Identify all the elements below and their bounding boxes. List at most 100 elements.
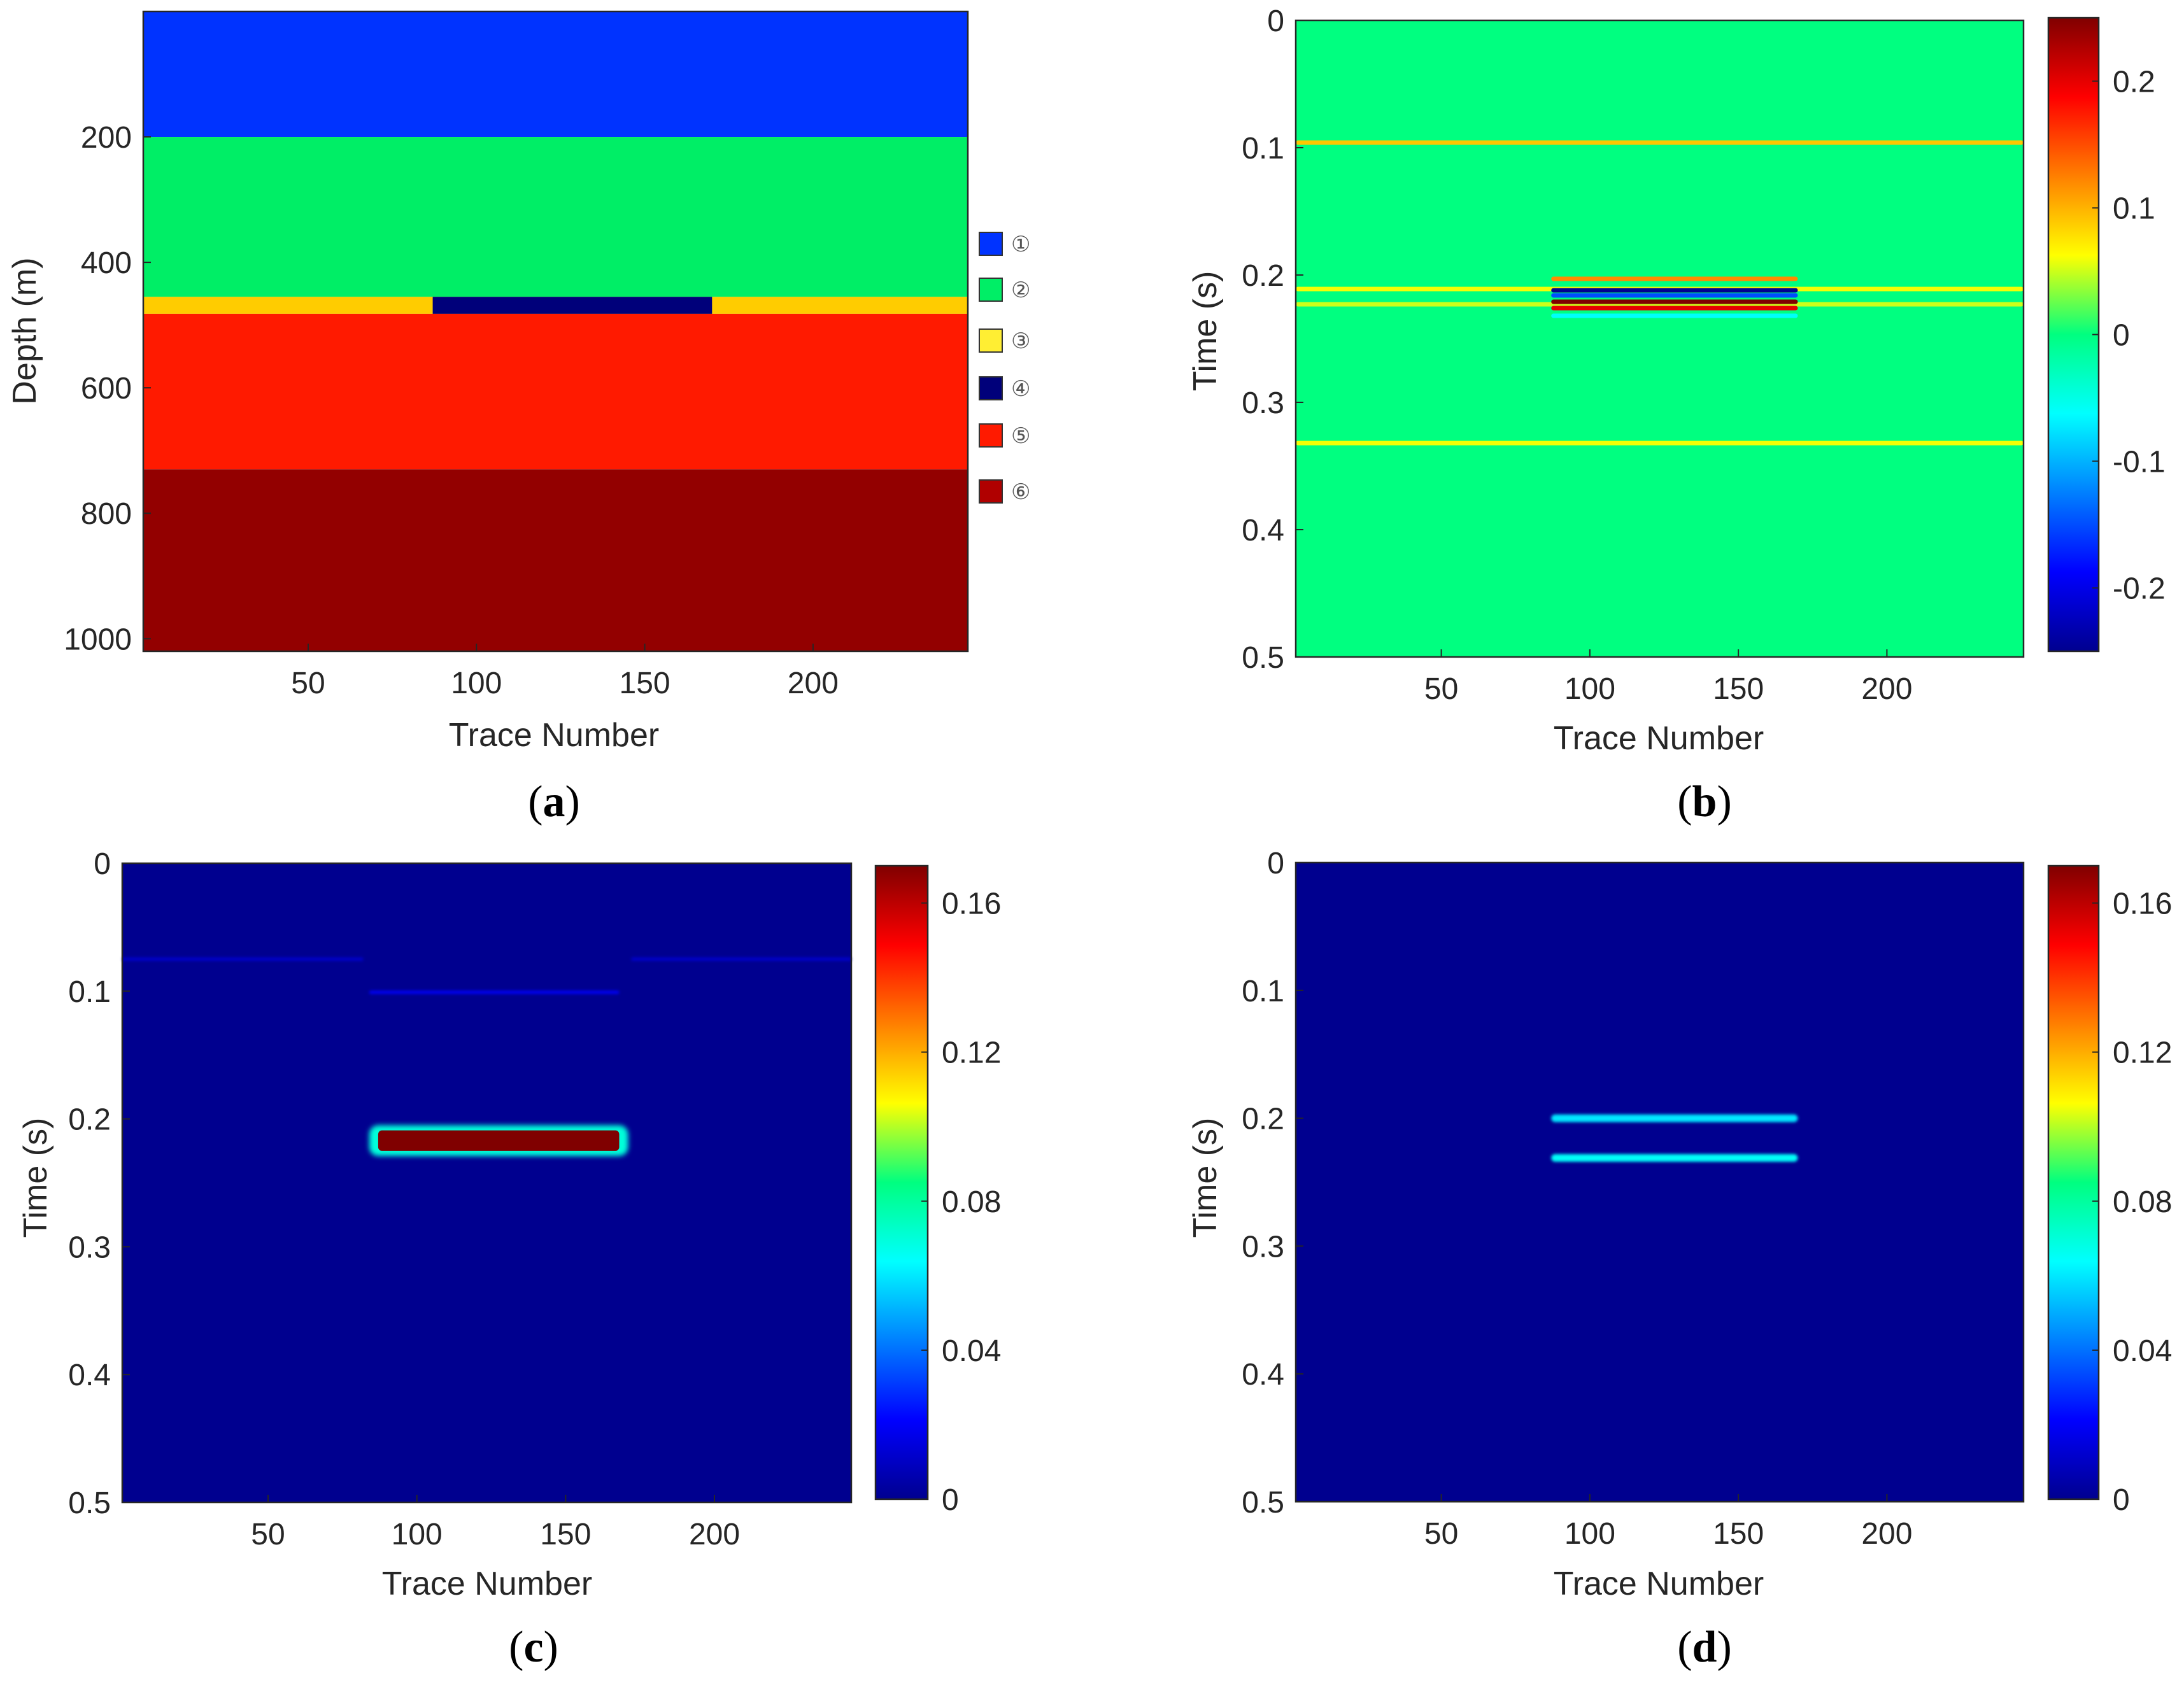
colorbar-tick-label: -0.2 [2113, 572, 2166, 606]
panel-a-y-ticks: 200 400 600 800 1000 [64, 121, 151, 656]
panel-c-y-axis-label: Time (s) [17, 1118, 54, 1238]
panel-a-depth-model: 50 100 150 200 200 400 600 800 1000 ① ② ③ ④ ⑤ ⑥ Trac… [6, 10, 1030, 826]
colorbar-tick-label: 0.04 [942, 1334, 1001, 1368]
legend-swatch [979, 423, 1003, 448]
y-tick-label: 0.4 [1242, 514, 1284, 547]
x-tick-label: 200 [1861, 1517, 1912, 1551]
panel-a-plot-area [142, 10, 969, 653]
colorbar-tick-label: 0.04 [2113, 1334, 2172, 1368]
panel-b-caption: (b) [1677, 777, 1732, 826]
layer-① [143, 11, 968, 138]
legend-swatch [979, 328, 1003, 353]
y-tick-label: 800 [81, 497, 132, 531]
y-tick-label: 400 [81, 246, 132, 280]
heatmap-background [1296, 20, 2024, 657]
panel-b-y-axis-label: Time (s) [1187, 271, 1224, 392]
layer-⑤ [143, 313, 968, 470]
y-tick-label: 1000 [64, 623, 132, 656]
panel-b-x-ticks: 50 100 150 200 [1424, 649, 1912, 706]
legend-swatch [979, 376, 1003, 400]
x-tick-label: 100 [451, 667, 502, 700]
y-tick-label: 0.4 [68, 1359, 111, 1392]
heatmap-background [1296, 863, 2024, 1502]
event-reflection [631, 957, 851, 961]
colorbar-tick-label: 0 [2113, 1483, 2130, 1517]
y-tick-label: 0.3 [1242, 386, 1284, 420]
colorbar-gradient [874, 865, 929, 1500]
y-tick-label: 0.3 [68, 1231, 111, 1264]
x-tick-label: 100 [392, 1518, 443, 1551]
y-tick-label: 600 [81, 372, 132, 406]
panel-b-x-axis-label: Trace Number [1554, 720, 1764, 757]
panel-d-y-ticks: 0 0.1 0.2 0.3 0.4 0.5 [1242, 847, 1303, 1520]
panel-c-plot-area [121, 862, 853, 1504]
legend-label: ⑤ [1011, 423, 1030, 449]
panel-c-colorbar: 0.16 0.12 0.08 0.04 0 [874, 865, 1001, 1517]
panel-d-y-axis-label: Time (s) [1187, 1118, 1224, 1238]
x-tick-label: 200 [788, 667, 839, 700]
event-reflection [1551, 293, 1798, 298]
event-reflection [1551, 299, 1798, 304]
panel-d-caption: (d) [1677, 1623, 1732, 1672]
event-block [378, 1130, 620, 1151]
panel-d-colorbar: 0.16 0.12 0.08 0.04 0 [2047, 865, 2172, 1517]
plot-frame [1294, 19, 2025, 658]
panel-d-attribute-section: 50 100 150 200 0 0.1 0.2 0.3 0.4 0.5 0.16 0.12 0.0… [1187, 847, 2172, 1672]
colorbar-tick-label: -0.1 [2113, 446, 2166, 479]
panel-d-x-ticks: 50 100 150 200 [1424, 1494, 1912, 1551]
colorbar-tick-label: 0.16 [2113, 887, 2172, 921]
x-tick-label: 50 [1424, 672, 1458, 706]
x-tick-label: 100 [1564, 672, 1615, 706]
event-reflection [1551, 1114, 1798, 1122]
panel-b-y-ticks: 0 0.1 0.2 0.3 0.4 0.5 [1242, 4, 1303, 675]
colorbar-tick-label: 0.08 [942, 1185, 1001, 1219]
colorbar-tick-label: 0.12 [942, 1036, 1001, 1070]
panel-c-caption: (c) [509, 1623, 558, 1672]
event-reflection [369, 991, 620, 994]
y-tick-label: 0.5 [1242, 1486, 1284, 1520]
panel-c-x-axis-label: Trace Number [382, 1565, 592, 1602]
colorbar-gradient [2047, 17, 2100, 653]
x-tick-label: 150 [620, 667, 670, 700]
panel-d-x-axis-label: Trace Number [1554, 1565, 1764, 1602]
panel-b-colorbar: 0.2 0.1 0 -0.1 -0.2 [2047, 17, 2166, 653]
panel-b-seismic-section: 50 100 150 200 0 0.1 0.2 0.3 0.4 0.5 0.2 0.1 0 -0.1… [1187, 4, 2166, 826]
panel-a-layer-legend: ① ② ③ ④ ⑤ ⑥ [979, 232, 1030, 505]
panel-c-y-ticks: 0 0.1 0.2 0.3 0.4 0.5 [68, 847, 130, 1520]
panel-a-caption: (a) [528, 777, 580, 826]
colorbar-tick-label: 0.08 [2113, 1185, 2172, 1219]
event-reflection [1551, 313, 1798, 318]
legend-label: ③ [1011, 328, 1030, 354]
legend-label: ⑥ [1011, 479, 1030, 505]
layer-④ [432, 297, 713, 314]
legend-label: ④ [1011, 376, 1030, 402]
x-tick-label: 50 [291, 667, 325, 700]
y-tick-label: 0 [94, 847, 111, 881]
x-tick-label: 50 [251, 1518, 285, 1551]
y-tick-label: 200 [81, 121, 132, 155]
panel-a-y-axis-label: Depth (m) [6, 257, 43, 404]
y-tick-label: 0 [1267, 4, 1284, 38]
y-tick-label: 0 [1267, 847, 1284, 880]
event-reflection [1551, 276, 1798, 281]
colorbar-tick-label: 0.12 [2113, 1036, 2172, 1070]
legend-label: ② [1011, 278, 1030, 303]
y-tick-label: 0.1 [68, 975, 111, 1009]
event-reflection [1551, 288, 1798, 293]
plot-frame [142, 10, 969, 653]
colorbar-gradient [2047, 865, 2100, 1500]
panel-b-plot-area [1294, 19, 2025, 658]
legend-swatch [979, 232, 1003, 256]
x-tick-label: 150 [1713, 1517, 1764, 1551]
x-tick-label: 200 [1861, 672, 1912, 706]
y-tick-label: 0.2 [1242, 1103, 1284, 1136]
colorbar-tick-label: 0.16 [942, 887, 1001, 921]
event-reflection [1296, 441, 2024, 446]
y-tick-label: 0.2 [68, 1103, 111, 1137]
y-tick-label: 0.3 [1242, 1230, 1284, 1264]
event-reflection [1296, 140, 2024, 145]
legend-label: ① [1011, 232, 1030, 257]
x-tick-label: 150 [1713, 672, 1764, 706]
panel-c-x-ticks: 50 100 150 200 [251, 1495, 740, 1551]
